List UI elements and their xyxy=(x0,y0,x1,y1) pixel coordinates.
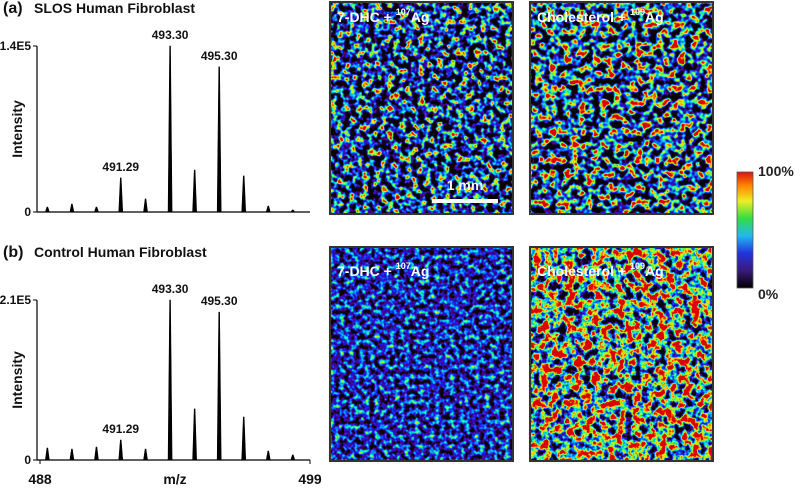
spectrum: (b) Control Human Fibroblast Intensity 0 2.1… xyxy=(0,244,322,487)
label-text: 7-DHC + xyxy=(337,9,396,25)
peak xyxy=(192,408,197,461)
peak xyxy=(143,198,148,213)
scale-bar xyxy=(432,199,498,203)
isotope: 107 xyxy=(396,7,411,17)
y-tick-label: 0 xyxy=(24,205,31,219)
image-panel: 7-DHC + 107Ag xyxy=(329,246,514,462)
element: Ag xyxy=(411,263,430,279)
isotope: 107 xyxy=(396,261,411,271)
peak xyxy=(265,450,271,461)
element: Ag xyxy=(411,9,430,25)
panel-label: (a) xyxy=(3,0,23,17)
peak xyxy=(94,446,99,461)
image-frame xyxy=(529,246,714,462)
colorbar-max-label: 100% xyxy=(758,163,794,179)
x-tick-label: 488 xyxy=(28,471,52,487)
colorbar xyxy=(736,171,754,289)
element: Ag xyxy=(645,9,664,25)
peak xyxy=(143,448,148,461)
colorbar-min-label: 0% xyxy=(758,286,779,302)
peak xyxy=(118,177,124,213)
image-frame xyxy=(329,1,514,215)
peak xyxy=(94,206,99,213)
panel-title: Control Human Fibroblast xyxy=(34,244,207,260)
peak xyxy=(241,175,247,213)
y-tick-label: 0 xyxy=(24,453,31,467)
isotope: 109 xyxy=(630,261,645,271)
peak xyxy=(241,416,247,461)
peak xyxy=(167,299,173,461)
image-frame xyxy=(529,1,714,215)
panel-label: (b) xyxy=(3,244,23,261)
peak xyxy=(265,205,271,213)
peak xyxy=(290,209,296,213)
peak xyxy=(216,311,222,461)
image-label: 7-DHC + 107Ag xyxy=(337,261,429,279)
peak-label: 493.30 xyxy=(152,28,189,42)
image-panel: Cholesterol + 109Ag xyxy=(529,1,714,215)
peak-label: 493.30 xyxy=(152,282,189,296)
label-text: Cholesterol + xyxy=(537,9,630,25)
ms-image xyxy=(530,2,713,214)
peak xyxy=(69,203,75,213)
peak xyxy=(45,447,50,461)
peak xyxy=(44,206,50,213)
y-tick-label: 1.4E5 xyxy=(0,39,31,53)
ms-image xyxy=(530,247,713,461)
element: Ag xyxy=(645,263,664,279)
peak xyxy=(216,66,222,213)
peak-label: 491.29 xyxy=(102,422,139,436)
label-text: Cholesterol + xyxy=(537,263,630,279)
peak-label: 495.30 xyxy=(201,49,238,63)
image-label: Cholesterol + 109Ag xyxy=(537,7,664,25)
x-axis-label: m/z xyxy=(163,471,186,487)
peak xyxy=(290,454,296,461)
ms-image xyxy=(330,247,513,461)
image-panel: Cholesterol + 109Ag xyxy=(529,246,714,462)
peak xyxy=(118,439,124,461)
image-frame xyxy=(329,246,514,462)
label-text: 7-DHC + xyxy=(337,263,396,279)
y-axis-label: Intensity xyxy=(9,100,25,158)
peak-label: 495.30 xyxy=(201,294,238,308)
image-panel: 7-DHC + 107Ag 1 mm xyxy=(329,1,514,215)
image-label: 7-DHC + 107Ag xyxy=(337,7,429,25)
x-tick-label: 499 xyxy=(298,471,322,487)
isotope: 109 xyxy=(630,7,645,17)
y-axis-label: Intensity xyxy=(9,351,25,409)
image-label: Cholesterol + 109Ag xyxy=(537,261,664,279)
y-tick-label: 2.1E5 xyxy=(0,293,31,307)
ms-image xyxy=(330,2,513,214)
peak xyxy=(167,45,173,213)
panel-title: SLOS Human Fibroblast xyxy=(34,0,195,16)
peak-label: 491.29 xyxy=(102,160,139,174)
spectrum: (a) SLOS Human Fibroblast Intensity 0 1.4E5 4… xyxy=(0,0,310,219)
peak xyxy=(69,448,75,461)
scale-bar-label: 1 mm xyxy=(447,177,484,193)
peak xyxy=(192,169,197,213)
